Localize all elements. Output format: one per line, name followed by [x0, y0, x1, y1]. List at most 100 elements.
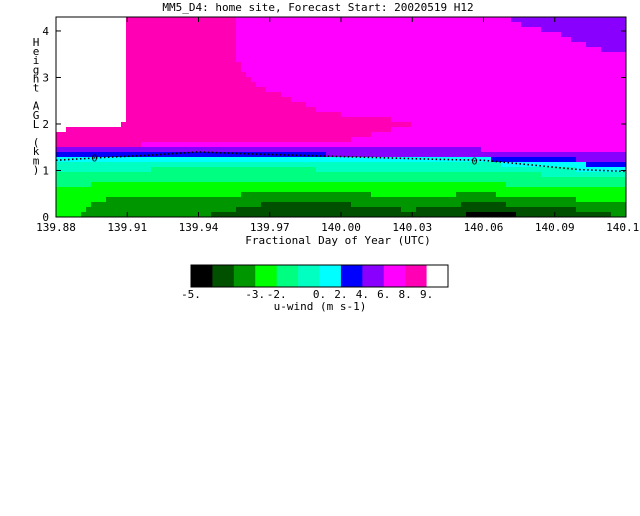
field-cell: [281, 112, 287, 118]
field-cell: [581, 17, 587, 23]
field-cell: [306, 62, 312, 68]
field-cell: [251, 22, 257, 28]
field-cell: [396, 132, 402, 138]
field-cell: [281, 17, 287, 23]
field-cell: [346, 107, 352, 113]
field-cell: [296, 22, 302, 28]
field-cell: [276, 82, 282, 88]
field-cell: [181, 107, 187, 113]
field-cell: [441, 182, 447, 188]
field-cell: [336, 167, 342, 173]
field-cell: [366, 72, 372, 78]
field-cell: [401, 152, 407, 158]
field-cell: [301, 77, 307, 83]
field-cell: [91, 202, 97, 208]
field-cell: [486, 97, 492, 103]
field-cell: [121, 17, 127, 23]
field-cell: [416, 57, 422, 63]
field-cell: [516, 187, 522, 193]
field-cell: [501, 157, 507, 163]
field-cell: [191, 147, 197, 153]
field-cell: [221, 42, 227, 48]
field-cell: [361, 177, 367, 183]
field-cell: [171, 42, 177, 48]
field-cell: [471, 87, 477, 93]
field-cell: [321, 102, 327, 108]
field-cell: [571, 87, 577, 93]
field-cell: [351, 177, 357, 183]
field-cell: [481, 87, 487, 93]
field-cell: [241, 187, 247, 193]
field-cell: [506, 197, 512, 203]
field-cell: [196, 182, 202, 188]
field-cell: [131, 57, 137, 63]
field-cell: [481, 62, 487, 68]
field-cell: [136, 192, 142, 198]
field-cell: [416, 192, 422, 198]
field-cell: [491, 127, 497, 133]
field-cell: [446, 207, 452, 213]
field-cell: [546, 17, 552, 23]
field-cell: [56, 37, 62, 43]
field-cell: [496, 107, 502, 113]
field-cell: [281, 27, 287, 33]
field-cell: [376, 37, 382, 43]
field-cell: [416, 27, 422, 33]
field-cell: [191, 27, 197, 33]
field-cell: [241, 22, 247, 28]
field-cell: [411, 162, 417, 168]
field-cell: [396, 142, 402, 148]
field-cell: [561, 62, 567, 68]
field-cell: [256, 167, 262, 173]
field-cell: [591, 82, 597, 88]
field-cell: [461, 42, 467, 48]
field-cell: [311, 32, 317, 38]
field-cell: [486, 157, 492, 163]
field-cell: [241, 87, 247, 93]
field-cell: [501, 147, 507, 153]
field-cell: [86, 162, 92, 168]
field-cell: [111, 122, 117, 128]
field-cell: [536, 102, 542, 108]
field-cell: [581, 182, 587, 188]
field-cell: [411, 132, 417, 138]
field-cell: [146, 187, 152, 193]
field-cell: [531, 132, 537, 138]
field-cell: [361, 77, 367, 83]
field-cell: [261, 162, 267, 168]
field-cell: [106, 17, 112, 23]
field-cell: [66, 207, 72, 213]
field-cell: [396, 172, 402, 178]
field-cell: [601, 212, 607, 218]
field-cell: [151, 142, 157, 148]
field-cell: [211, 107, 217, 113]
field-cell: [171, 47, 177, 53]
field-cell: [601, 22, 607, 28]
field-cell: [621, 157, 627, 163]
field-cell: [386, 122, 392, 128]
field-cell: [181, 102, 187, 108]
field-cell: [236, 127, 242, 133]
field-cell: [146, 62, 152, 68]
field-cell: [71, 47, 77, 53]
field-cell: [596, 192, 602, 198]
field-cell: [421, 177, 427, 183]
field-cell: [316, 42, 322, 48]
field-cell: [591, 72, 597, 78]
field-cell: [516, 212, 522, 218]
field-cell: [531, 152, 537, 158]
field-cell: [561, 172, 567, 178]
field-cell: [141, 127, 147, 133]
field-cell: [56, 77, 62, 83]
field-cell: [341, 37, 347, 43]
field-cell: [376, 187, 382, 193]
field-cell: [361, 202, 367, 208]
field-cell: [601, 42, 607, 48]
field-cell: [431, 207, 437, 213]
field-cell: [121, 172, 127, 178]
field-cell: [501, 52, 507, 58]
field-cell: [616, 47, 622, 53]
field-cell: [431, 122, 437, 128]
field-cell: [286, 62, 292, 68]
field-cell: [316, 162, 322, 168]
